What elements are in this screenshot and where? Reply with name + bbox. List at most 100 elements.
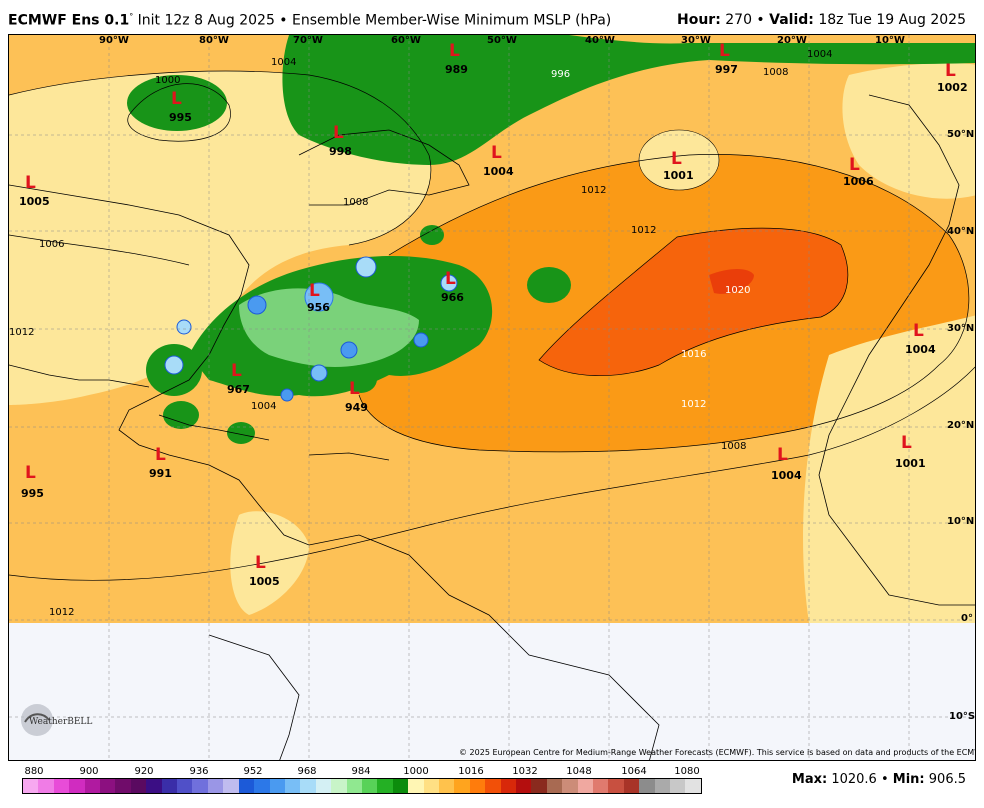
region-1020 xyxy=(709,269,754,294)
header-title: ECMWF Ens 0.1° Init 12z 8 Aug 2025 • Ens… xyxy=(8,12,612,29)
green-low-995 xyxy=(127,75,227,131)
colorbar-swatch xyxy=(84,779,101,793)
colorbar-tick: 968 xyxy=(297,766,317,777)
colorbar-tick: 984 xyxy=(351,766,371,777)
copyright-text: © 2025 European Centre for Medium-Range … xyxy=(459,748,976,757)
contour-label: 1012 xyxy=(49,607,74,618)
colorbar-tick: 1080 xyxy=(674,766,700,777)
low-value: 956 xyxy=(307,301,330,314)
colorbar-swatch xyxy=(392,779,409,793)
colorbar-swatch xyxy=(331,779,347,793)
lat-label: 10°S xyxy=(949,711,976,722)
colorbar-swatch xyxy=(623,779,640,793)
lon-label: 80°W xyxy=(199,35,229,46)
colorbar-tick: 1048 xyxy=(566,766,592,777)
low-value: 1006 xyxy=(843,175,874,188)
colorbar-swatch xyxy=(146,779,162,793)
colorbar-tick: 920 xyxy=(134,766,154,777)
isobars xyxy=(9,70,975,581)
hour-label: Hour: xyxy=(676,12,721,28)
map-canvas: 1000 1004 996 1004 1008 1012 1012 1020 1… xyxy=(9,35,975,760)
colorbar-swatch xyxy=(531,779,547,793)
colorbar-swatch xyxy=(53,779,70,793)
colorbar-swatch xyxy=(654,779,671,793)
min-label: Min: xyxy=(892,772,925,787)
low-value: 989 xyxy=(445,63,468,76)
colorbar-swatch xyxy=(361,779,378,793)
colorbar-swatch xyxy=(192,779,208,793)
colorbar-swatch xyxy=(438,779,455,793)
model-name: ECMWF Ens 0.1 xyxy=(8,12,130,29)
valid-label: Valid: xyxy=(769,12,814,28)
low-value: 1004 xyxy=(905,343,936,356)
colorbar-tick: 1016 xyxy=(458,766,484,777)
low-value: 995 xyxy=(21,487,44,500)
low-marker: L xyxy=(901,433,912,453)
colorbar-swatch xyxy=(177,779,193,793)
colorbar-swatch xyxy=(577,779,594,793)
low-value: 1004 xyxy=(483,165,514,178)
blue-core-6 xyxy=(176,319,192,335)
weatherbell-logo: WeatherBELL xyxy=(15,700,95,740)
low-marker: L xyxy=(171,89,182,109)
lon-label: 60°W xyxy=(391,35,421,46)
colorbar-swatch xyxy=(100,779,116,793)
colorbar-tick: 952 xyxy=(243,766,263,777)
contour-label: 1012 xyxy=(9,327,34,338)
low-marker: L xyxy=(945,61,956,81)
low-marker: L xyxy=(719,41,730,61)
land-north-america xyxy=(9,71,431,405)
green-small-low-2 xyxy=(527,267,571,303)
green-low-caribbean xyxy=(227,422,255,444)
colorbar-tick: 900 xyxy=(79,766,99,777)
init-time: Init 12z 8 Aug 2025 xyxy=(137,12,275,29)
colorbar-tick: 936 xyxy=(189,766,209,777)
low-marker: L xyxy=(25,173,36,193)
low-value: 991 xyxy=(149,467,172,480)
colorbar-swatch xyxy=(670,779,686,793)
low-marker: L xyxy=(913,321,924,341)
contour-label: 1012 xyxy=(581,185,606,196)
low-value: 1005 xyxy=(19,195,50,208)
colorbar-swatch xyxy=(500,779,516,793)
low-marker: L xyxy=(671,149,682,169)
colorbar-swatch xyxy=(115,779,131,793)
low-marker: L xyxy=(155,445,166,465)
valid-time: 18z Tue 19 Aug 2025 xyxy=(818,12,966,28)
lat-label: 30°N xyxy=(947,323,975,334)
header-valid: Hour: 270 • Valid: 18z Tue 19 Aug 2025 xyxy=(676,12,966,28)
lon-label: 30°W xyxy=(681,35,711,46)
blue-core-10 xyxy=(440,274,458,292)
colorbar-tick: 1032 xyxy=(512,766,538,777)
land-africa xyxy=(803,315,975,623)
colorbar-swatch xyxy=(469,779,486,793)
lat-label: 40°N xyxy=(947,226,975,237)
colorbar-tick: 880 xyxy=(24,766,44,777)
low-value: 967 xyxy=(227,383,250,396)
contour-label: 1004 xyxy=(271,57,296,68)
colorbar-swatch xyxy=(408,779,424,793)
colorbar-swatch xyxy=(238,779,255,793)
colorbar-tick: 1000 xyxy=(403,766,429,777)
blue-core-5 xyxy=(413,332,429,348)
colorbar-swatch xyxy=(454,779,470,793)
green-light-core xyxy=(239,288,419,367)
max-label: Max: xyxy=(791,772,828,787)
low-marker: L xyxy=(255,553,266,573)
low-value: 1004 xyxy=(771,469,802,482)
low-value: 1005 xyxy=(249,575,280,588)
lon-label: 90°W xyxy=(99,35,129,46)
colorbar-swatch xyxy=(516,779,532,793)
low-marker: L xyxy=(309,281,320,301)
low-1001-zone xyxy=(638,129,720,191)
colorbar-swatch xyxy=(23,779,39,793)
colorbar-swatch xyxy=(562,779,578,793)
colorbar-swatch xyxy=(639,779,655,793)
low-value: 1001 xyxy=(895,457,926,470)
colorbar-swatch xyxy=(284,779,301,793)
contour-label: 1008 xyxy=(763,67,788,78)
colorbar-swatch xyxy=(593,779,609,793)
contour-label: 1008 xyxy=(343,197,368,208)
colorbar-swatch xyxy=(38,779,54,793)
lon-label: 50°W xyxy=(487,35,517,46)
